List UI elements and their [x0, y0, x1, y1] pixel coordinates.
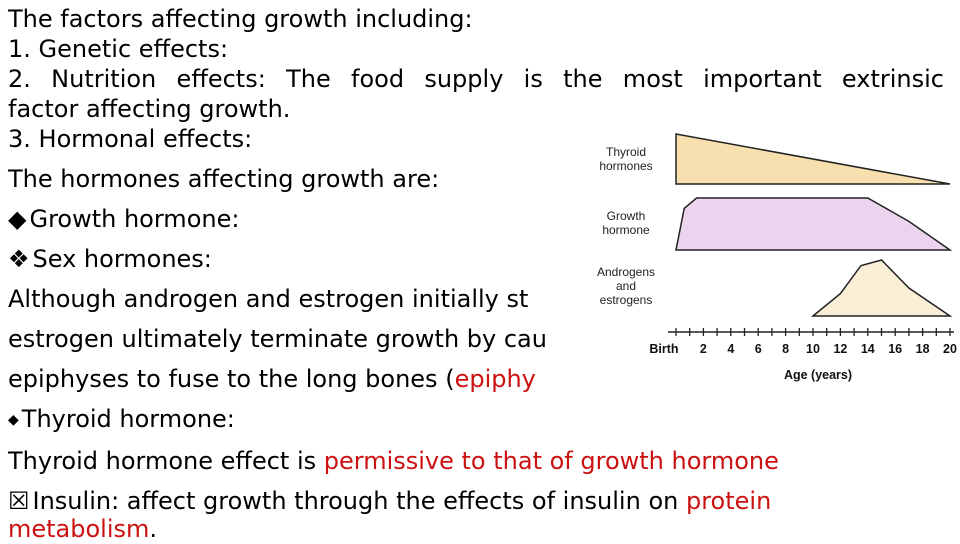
series-label-3-line-2: and	[616, 279, 636, 293]
x-tick-label: 14	[861, 342, 875, 356]
chart-x-axis: Birth 2 4 6 8 10 12 14 16 18 20	[649, 328, 957, 356]
x-tick-label: 2	[700, 342, 707, 356]
line-sex-hormones: ❖ Sex hormones:	[8, 244, 212, 274]
metabolism-term: metabolism	[8, 515, 150, 543]
line-thyroid-effect: Thyroid hormone effect is permissive to …	[8, 446, 779, 476]
x-tick-label: 8	[782, 342, 789, 356]
line-factors-heading: The factors affecting growth including:	[8, 5, 473, 33]
area-series-1	[675, 133, 951, 185]
epiphysial-closure-term: epiphy	[454, 365, 536, 393]
growth-hormone-label: Growth hormone:	[29, 205, 240, 233]
line-genetic-effects: 1. Genetic effects:	[8, 35, 229, 63]
metabolism-period: .	[149, 515, 158, 543]
x-tick-label: 4	[727, 342, 734, 356]
line-thyroid-hormone: ◆ Thyroid hormone:	[8, 404, 235, 435]
series-label-2-line-1: Growth	[607, 209, 646, 223]
x-tick-label: 18	[916, 342, 930, 356]
line-androgen-estrogen: Although androgen and estrogen initially…	[8, 285, 529, 313]
x-tick-label: 16	[888, 342, 902, 356]
series-label-3-line-1: Androgens	[597, 265, 655, 279]
thyroid-effect-text: Thyroid hormone effect is	[8, 447, 324, 475]
x-tick-label: 20	[943, 342, 957, 356]
four-diamond-bullet-icon: ❖	[8, 245, 30, 273]
permissive-term: permissive to that of growth hormone	[323, 447, 779, 475]
series-label-1-line-1: Thyroid	[606, 145, 646, 159]
small-diamond-bullet-icon: ◆	[8, 412, 19, 428]
area-series-2	[675, 197, 953, 251]
line-terminate-growth: estrogen ultimately terminate growth by …	[8, 325, 547, 353]
area-series-3	[810, 259, 953, 317]
x-tick-label: 10	[806, 342, 820, 356]
series-label-1-line-2: hormones	[599, 159, 652, 173]
boxed-x-bullet-icon: ☒	[8, 487, 30, 515]
x-tick-label: 12	[833, 342, 847, 356]
x-tick-label: 6	[755, 342, 762, 356]
x-tick-label: Birth	[649, 342, 678, 356]
line-nutrition-effects: 2. Nutrition effects: The food supply is…	[8, 65, 944, 93]
chart-areas	[675, 133, 953, 317]
line-epiphyses: epiphyses to fuse to the long bones (epi…	[8, 364, 536, 394]
insulin-text: Insulin: affect growth through the effec…	[32, 487, 686, 515]
line-growth-hormone: ◆ Growth hormone:	[8, 204, 239, 234]
diamond-bullet-icon: ◆	[8, 205, 27, 233]
epiphyses-text: epiphyses to fuse to the long bones (	[8, 365, 455, 393]
series-label-3-line-3: estrogens	[600, 293, 653, 307]
protein-term: protein	[685, 487, 772, 515]
sex-hormones-label: Sex hormones:	[32, 245, 212, 273]
line-hormonal-effects: 3. Hormonal effects:	[8, 125, 253, 153]
line-hormones-list-heading: The hormones affecting growth are:	[8, 165, 440, 193]
thyroid-hormone-label: Thyroid hormone:	[21, 405, 235, 433]
line-nutrition-continued: factor affecting growth.	[8, 95, 291, 123]
series-label-2-line-2: hormone	[602, 223, 650, 237]
line-metabolism: metabolism.	[8, 514, 157, 544]
line-insulin: ☒ Insulin: affect growth through the effe…	[8, 486, 771, 516]
x-axis-label: Age (years)	[784, 368, 852, 382]
